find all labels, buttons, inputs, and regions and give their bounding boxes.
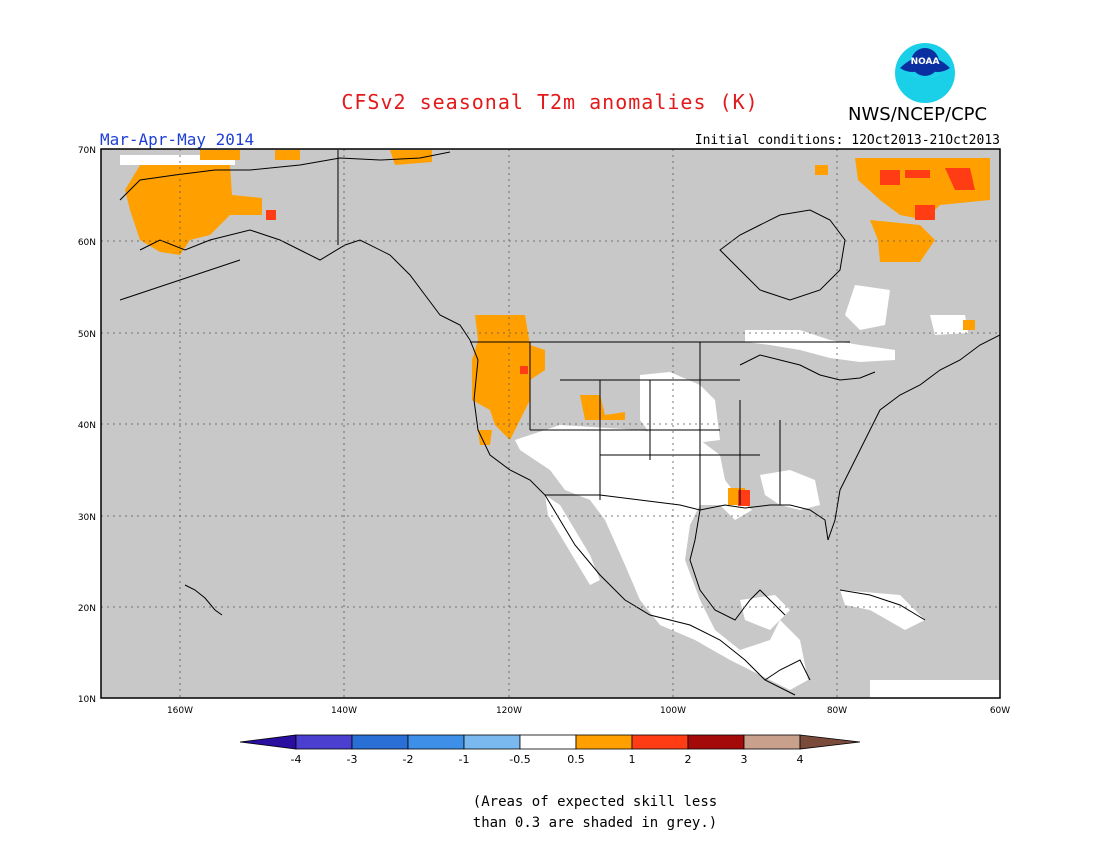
lat-labels: 70N 60N 50N 40N 30N 20N 10N [78, 146, 96, 705]
season-label: Mar-Apr-May 2014 [100, 130, 255, 149]
colorbar-ticks: -4 -3 -2 -1 -0.5 0.5 1 2 3 4 [291, 753, 804, 766]
colorbar-tick: -0.5 [509, 753, 530, 766]
colorbar-segment [295, 734, 353, 750]
warm-anomaly-louisiana-red [738, 490, 750, 506]
colorbar-segment [519, 734, 577, 750]
state-lines [529, 342, 781, 510]
neutral-region-ontario [745, 330, 895, 362]
colorbar-tick: 0.5 [567, 753, 585, 766]
warm-anomaly-baffin-red-3 [905, 170, 930, 178]
map-frame [101, 149, 1000, 698]
warm-anomaly-nunavut [815, 165, 828, 175]
warm-anomaly-alaska [125, 165, 262, 255]
graticule [101, 149, 1000, 698]
warm-anomaly-alaska-red [266, 210, 276, 220]
lat-label: 60N [78, 238, 96, 248]
colorbar [239, 734, 861, 750]
warm-anomaly-yukon [275, 150, 300, 160]
lon-label: 80W [827, 706, 847, 716]
colorbar-segment [575, 734, 633, 750]
warm-anomaly-great-basin [580, 395, 625, 420]
colorbar-segment [743, 734, 801, 750]
map-title: CFSv2 seasonal T2m anomalies (K) [341, 90, 759, 114]
skill-note-line-2: than 0.3 are shaded in grey.) [472, 815, 718, 831]
initial-conditions-label: Initial conditions: 12Oct2013-21Oct2013 [694, 133, 1000, 148]
neutral-region-quebec [930, 315, 968, 335]
neutral-region-gulf [760, 470, 820, 510]
alaska-coast [119, 151, 471, 341]
colorbar-tick: -3 [347, 753, 358, 766]
colorbar-segment [463, 734, 521, 750]
warm-anomaly-california [478, 430, 492, 445]
warm-anomaly-quebec-east [963, 320, 975, 330]
east-coast [827, 334, 1000, 541]
colorbar-segment [239, 734, 297, 750]
colorbar-tick: 3 [741, 753, 748, 766]
colorbar-tick: 4 [797, 753, 804, 766]
lon-labels: 160W 140W 120W 100W 80W 60W [167, 706, 1010, 716]
lon-label: 100W [660, 706, 686, 716]
lon-label: 120W [496, 706, 522, 716]
colorbar-segment [351, 734, 409, 750]
neutral-region-caribbean [840, 590, 925, 630]
lon-label: 60W [990, 706, 1010, 716]
lat-label: 40N [78, 421, 96, 431]
warm-anomaly-labrador-red [915, 205, 935, 220]
colorbar-tick: 2 [685, 753, 692, 766]
lon-label: 160W [167, 706, 193, 716]
skill-note-line-1: (Areas of expected skill less [472, 794, 718, 810]
warm-anomaly-alaska-top [200, 150, 240, 160]
noaa-logo-icon: NOAA [895, 43, 955, 103]
lat-label: 20N [78, 604, 96, 614]
neutral-region-hudson [845, 285, 890, 330]
lon-label: 140W [331, 706, 357, 716]
lat-label: 10N [78, 695, 96, 705]
colorbar-segment [631, 734, 689, 750]
central-america [764, 659, 811, 681]
colorbar-segment [407, 734, 465, 750]
neutral-region-yucatan [740, 595, 790, 630]
colorbar-tick: 1 [629, 753, 636, 766]
neutral-region-south-america [870, 680, 1000, 698]
colorbar-tick: -1 [459, 753, 470, 766]
warm-anomaly-red [266, 168, 975, 506]
west-coast [469, 339, 796, 696]
lat-label: 70N [78, 146, 96, 156]
warm-anomaly-northwest-us [472, 315, 545, 440]
great-lakes [739, 354, 876, 381]
cuba [839, 589, 926, 621]
warm-anomaly-arctic-islands [390, 150, 432, 165]
neutral-region-southwest [515, 425, 808, 690]
colorbar-segment [799, 734, 861, 750]
lat-label: 50N [78, 330, 96, 340]
agency-label: NWS/NCEP/CPC [848, 104, 988, 125]
warm-anomaly-labrador [870, 220, 935, 262]
warm-anomaly-baffin-red-2 [945, 168, 975, 190]
warm-anomaly-baffin-red-1 [880, 170, 900, 185]
hawaii [184, 584, 223, 616]
colorbar-tick: -4 [291, 753, 302, 766]
coastlines [119, 150, 1000, 696]
warm-anomaly-oregon-red [520, 366, 528, 374]
map-border [100, 148, 1001, 699]
colorbar-segment [687, 734, 745, 750]
colorbar-tick: -2 [403, 753, 414, 766]
us-mexico-border [545, 494, 701, 511]
hudson-bay [719, 209, 846, 301]
svg-text:NOAA: NOAA [911, 57, 940, 67]
lat-label: 30N [78, 513, 96, 523]
